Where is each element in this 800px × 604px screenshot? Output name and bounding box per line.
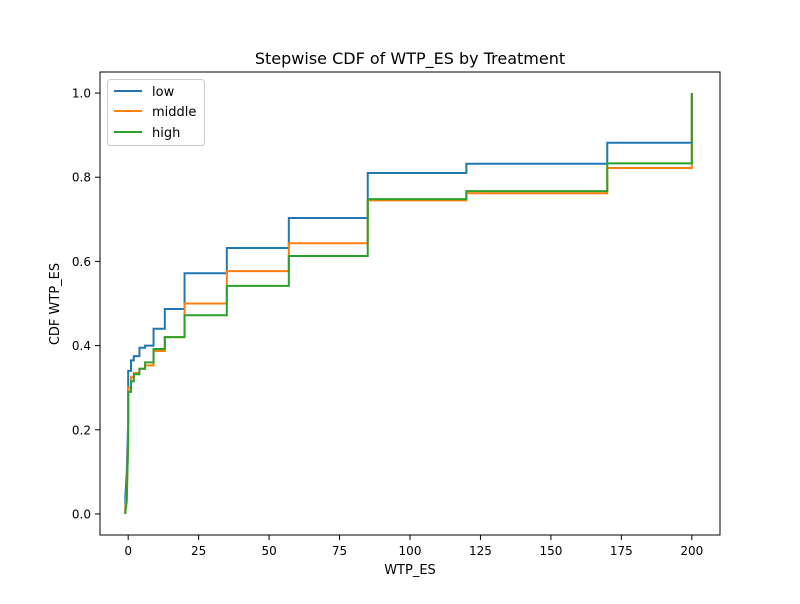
legend-frame	[107, 79, 205, 146]
chart-title: Stepwise CDF of WTP_ES by Treatment	[255, 49, 565, 69]
x-tick-label: 200	[680, 544, 703, 558]
x-axis-label: WTP_ES	[384, 563, 436, 578]
series-layer	[124, 93, 693, 514]
legend: low middle high	[107, 79, 205, 146]
x-tick-label: 0	[124, 544, 132, 558]
x-tick-label: 150	[539, 544, 562, 558]
legend-label-high: high	[152, 126, 180, 141]
series-line-low	[124, 93, 693, 514]
x-tick-label: 25	[191, 544, 206, 558]
x-tick-label: 175	[610, 544, 633, 558]
x-tick-label: 50	[261, 544, 276, 558]
legend-label-middle: middle	[152, 105, 196, 120]
y-tick-label: 1.0	[72, 87, 91, 101]
axes-layer: 0 25 50 75 100 125 150 175 200 0.0 0.2 0.4 0.6 0.8 1.0	[72, 71, 721, 558]
x-tick-label: 100	[399, 544, 422, 558]
x-tick-label: 125	[469, 544, 492, 558]
x-tick-label: 75	[332, 544, 347, 558]
y-tick-label: 0.6	[72, 255, 91, 269]
y-tick-label: 0.0	[72, 507, 91, 521]
y-axis-label: CDF WTP_ES	[48, 263, 63, 345]
y-tick-label: 0.2	[72, 423, 91, 437]
series-line-high	[124, 93, 693, 514]
y-tick-label: 0.4	[72, 339, 91, 353]
y-tick-label: 0.8	[72, 171, 91, 185]
legend-label-low: low	[152, 85, 175, 100]
